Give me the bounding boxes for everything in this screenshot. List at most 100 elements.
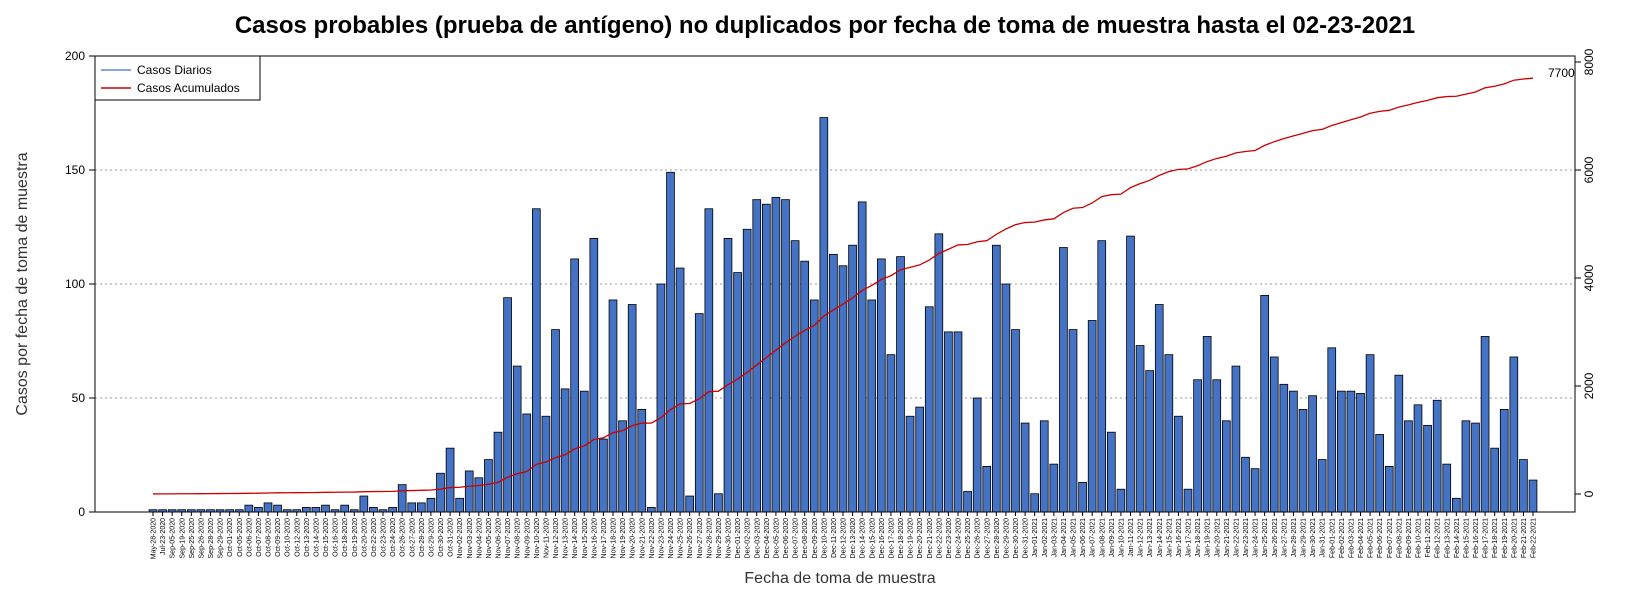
x-tick-label: Dec-20-2020: [917, 518, 924, 559]
x-tick-label: Nov-30-2020: [726, 518, 733, 559]
x-tick-label: Sep-26-2020: [198, 518, 205, 559]
x-tick-label: Oct-31-2020: [448, 518, 455, 557]
bar: [704, 208, 714, 513]
x-tick-label: Jan-06-2021: [1080, 518, 1087, 557]
x-tick-label: Feb-19-2021: [1502, 518, 1509, 558]
x-tick-label: Nov-09-2020: [524, 518, 531, 559]
x-tick-label: Oct-12-2020: [294, 518, 301, 557]
x-tick-label: Jan-29-2021: [1301, 518, 1308, 557]
x-tick-label: Nov-15-2020: [582, 518, 589, 559]
bar: [733, 272, 742, 513]
bar: [1068, 329, 1078, 513]
legend-label-daily: Casos Diarios: [137, 63, 212, 77]
x-tick-label: Jan-16-2021: [1176, 518, 1183, 557]
x-tick-label: Nov-03-2020: [467, 518, 474, 559]
x-tick-label: Dec-16-2020: [879, 518, 886, 559]
x-tick-label: Jul-23-2020: [160, 518, 167, 555]
x-tick-label: Feb-04-2021: [1358, 518, 1365, 558]
x-tick-label: Jan-22-2021: [1233, 518, 1240, 557]
bar: [1519, 459, 1528, 513]
x-tick-label: Dec-22-2020: [936, 518, 943, 559]
bar: [915, 406, 924, 513]
y-axis-left: 0 50 100 150 200: [65, 49, 95, 519]
legend-label-cumulative: Casos Acumulados: [137, 81, 240, 95]
x-tick-label: May-28-2020: [151, 518, 158, 559]
x-tick-label: Dec-14-2020: [860, 518, 867, 559]
bar: [944, 331, 953, 513]
x-tick-label: Nov-11-2020: [543, 518, 550, 558]
bar: [541, 415, 551, 513]
bar: [369, 507, 378, 513]
bar: [877, 258, 886, 513]
bar: [1011, 329, 1020, 513]
bar: [445, 447, 455, 513]
x-tick-label: Nov-06-2020: [496, 518, 503, 559]
bar: [436, 472, 445, 513]
x-tick-label: Jan-18-2021: [1195, 518, 1202, 557]
bar: [1471, 422, 1480, 513]
legend-box: [94, 55, 261, 101]
y-tick-label: 150: [65, 163, 85, 177]
x-tick-label: Nov-08-2020: [515, 518, 522, 559]
bar: [1154, 304, 1164, 513]
bar: [1317, 459, 1327, 513]
x-tick-label: Oct-05-2020: [237, 518, 244, 557]
bar: [1078, 481, 1087, 513]
bar: [694, 313, 704, 513]
x-tick-label: Feb-20-2021: [1511, 518, 1518, 558]
x-tick-label: Nov-18-2020: [611, 518, 618, 559]
x-tick-label: Jan-14-2021: [1157, 518, 1164, 557]
bar: [1452, 497, 1461, 513]
bar: [579, 390, 589, 513]
bar: [790, 240, 800, 513]
bar: [723, 237, 733, 513]
x-tick-label: Feb-16-2021: [1473, 518, 1480, 558]
x-tick-label: Oct-23-2020: [381, 518, 388, 557]
x-tick-label: Feb-18-2021: [1492, 518, 1499, 558]
bar: [1087, 320, 1097, 513]
x-tick-label: Nov-22-2020: [649, 518, 656, 559]
x-tick-label: Jan-03-2021: [1051, 518, 1058, 557]
x-tick-label: Nov-04-2020: [476, 518, 483, 559]
bar: [1241, 456, 1250, 513]
x-tick-label: Feb-22-2021: [1531, 518, 1538, 558]
x-tick-label: Dec-04-2020: [764, 518, 771, 559]
bar: [254, 507, 263, 513]
x-tick-label: Nov-24-2020: [668, 518, 675, 559]
x-tick-label: Jan-13-2021: [1147, 518, 1154, 557]
x-tick-label: Oct-09-2020: [275, 518, 282, 557]
bar: [359, 495, 369, 513]
cumulative-end-label: 7700: [1548, 66, 1575, 80]
bar: [1528, 479, 1538, 513]
x-tick-label: Feb-06-2021: [1377, 518, 1384, 558]
x-tick-label: Feb-07-2021: [1387, 518, 1394, 558]
x-tick-label: Feb-12-2021: [1435, 518, 1442, 558]
x-tick-label: Dec-17-2020: [888, 518, 895, 559]
x-tick-label: Nov-26-2020: [687, 518, 694, 559]
x-tick-label: Nov-17-2020: [601, 518, 608, 559]
x-tick-label: Nov-19-2020: [620, 518, 627, 559]
bar: [244, 504, 254, 513]
x-tick-label: Jan-17-2021: [1186, 518, 1193, 557]
bar: [1145, 370, 1154, 513]
x-tick-label: Jan-09-2021: [1109, 518, 1116, 557]
bar: [637, 408, 647, 513]
x-tick-label: Oct-16-2020: [333, 518, 340, 557]
bar: [992, 244, 1001, 513]
x-tick-label: Dec-12-2020: [841, 518, 848, 559]
x-tick-label: Jan-25-2021: [1262, 518, 1269, 557]
bar: [455, 497, 464, 513]
y-axis-label: Casos por fecha de toma de muestra: [14, 152, 31, 415]
x-tick-label: Oct-13-2020: [304, 518, 311, 557]
x-tick-label: Jan-02-2021: [1042, 518, 1049, 557]
bar: [551, 329, 560, 513]
x-tick-label: Oct-19-2020: [352, 518, 359, 557]
bar: [857, 201, 867, 513]
x-tick-label: Dec-05-2020: [773, 518, 780, 559]
x-tick-label: Jan-20-2021: [1214, 518, 1221, 557]
bar: [426, 497, 436, 513]
x-tick-label: Jan-24-2021: [1253, 518, 1260, 557]
x-tick-label: Nov-07-2020: [505, 518, 512, 559]
x-tick-label: Jan-23-2021: [1243, 518, 1250, 557]
bar: [301, 507, 311, 513]
